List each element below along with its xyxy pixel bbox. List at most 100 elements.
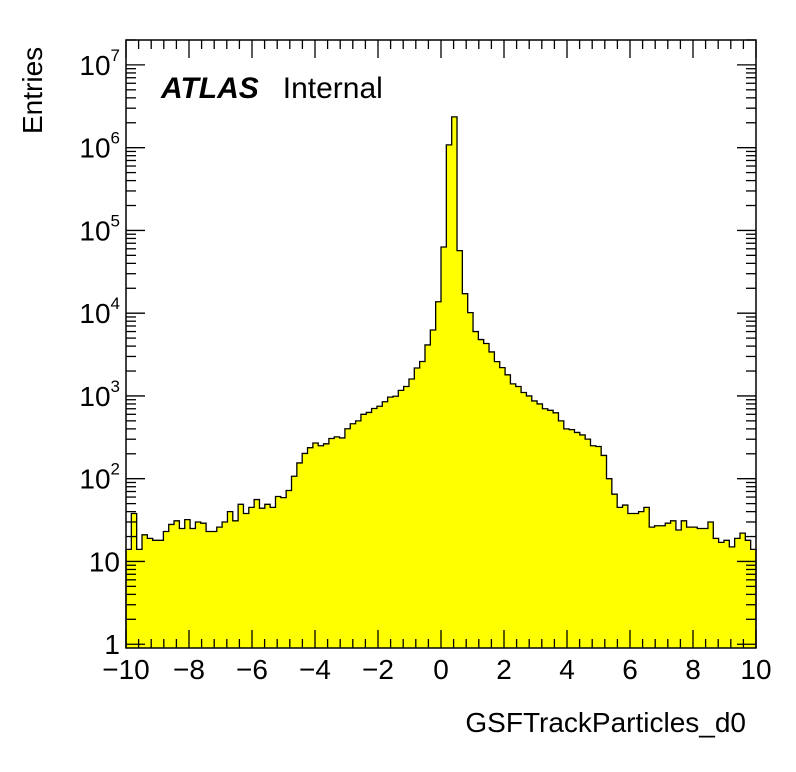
histogram-bin <box>601 455 608 648</box>
histogram-bin <box>697 528 704 648</box>
histogram-bin <box>227 511 234 648</box>
histogram-bin <box>606 478 613 648</box>
histogram-bin <box>200 523 207 648</box>
histogram-bin <box>312 443 319 648</box>
histogram-bin <box>563 428 570 648</box>
histogram-bin <box>494 361 501 648</box>
histogram-bin <box>291 476 298 648</box>
atlas-status-text: Internal <box>283 72 383 105</box>
histogram-bin <box>457 250 463 648</box>
x-tick-label: 0 <box>433 654 449 685</box>
histogram-bin <box>622 505 629 648</box>
histogram-bin <box>638 511 645 648</box>
histogram-bin <box>542 408 549 648</box>
histogram-bin <box>387 397 394 648</box>
histogram-bin <box>152 540 159 648</box>
histogram-bin <box>702 528 709 648</box>
histogram-bin <box>158 540 164 648</box>
histogram-bin <box>163 531 170 648</box>
x-tick-labels: −10 −8 −6 −4 −2 0 2 4 6 8 10 <box>102 654 771 685</box>
histogram-bin <box>590 445 597 648</box>
histogram-bin <box>547 410 554 648</box>
histogram-bin <box>179 528 186 648</box>
histogram-bin <box>489 351 495 648</box>
x-tick-label: 4 <box>559 654 575 685</box>
histogram-bin <box>424 344 431 648</box>
y-tick-label: 103 <box>79 377 120 412</box>
histogram-bin <box>168 524 175 648</box>
histogram-bin <box>206 531 212 648</box>
atlas-logo-text: ATLAS <box>160 72 259 105</box>
histogram-outline <box>125 116 757 648</box>
histogram-bin <box>713 538 720 648</box>
histogram-bin <box>184 519 191 648</box>
histogram-bin <box>526 395 533 648</box>
histogram-bin <box>243 513 250 648</box>
y-tick-label: 102 <box>79 460 120 495</box>
histogram-bin <box>318 445 325 648</box>
histogram-bin <box>355 420 362 648</box>
histogram-bin <box>195 521 202 648</box>
histogram-bin <box>339 437 346 648</box>
histogram-bin <box>633 513 640 648</box>
histogram-bin <box>392 396 399 648</box>
atlas-label: ATLAS Internal <box>160 72 383 105</box>
histogram-bin <box>211 531 218 648</box>
histogram-bin <box>419 361 426 648</box>
histogram-bin <box>259 508 266 648</box>
x-tick-label: −8 <box>173 654 205 685</box>
histogram-bin <box>569 429 575 648</box>
x-axis-title: GSFTrackParticles_d0 <box>465 707 746 738</box>
histogram-bin <box>627 513 634 648</box>
histogram-bin <box>451 116 458 648</box>
histogram-bin <box>334 436 341 648</box>
histogram-bin <box>675 529 682 648</box>
y-tick-label: 1 <box>104 629 120 660</box>
histogram-bin <box>483 343 490 648</box>
histogram-bin <box>553 412 559 648</box>
histogram-bin <box>707 521 714 648</box>
histogram-bin <box>467 312 474 648</box>
histogram-bin <box>254 499 260 648</box>
histogram-bin <box>521 392 527 648</box>
histogram-bin <box>238 504 244 648</box>
histogram-bin <box>595 446 602 648</box>
histogram-bin <box>723 540 730 648</box>
histogram-bin <box>344 428 351 648</box>
x-tick-label: −2 <box>362 654 394 685</box>
histogram-bin <box>654 525 661 648</box>
histogram-bin <box>403 386 410 648</box>
y-tick-label: 104 <box>79 294 120 329</box>
histogram-bin <box>414 368 421 648</box>
histogram-bin <box>750 549 757 648</box>
histogram-bin <box>286 490 293 648</box>
histogram-bin <box>462 293 469 648</box>
histogram-bin <box>574 432 581 648</box>
histogram-bin <box>248 507 255 648</box>
x-tick-label: −4 <box>299 654 331 685</box>
histogram-bin <box>280 497 287 648</box>
histogram-bin <box>136 549 143 648</box>
histogram-bin <box>665 523 672 648</box>
histogram-bin <box>478 339 485 648</box>
histogram-bin <box>729 546 736 648</box>
histogram-bin <box>174 520 180 648</box>
histogram-bin <box>350 423 357 648</box>
histogram-bin <box>686 527 693 648</box>
histogram-bin <box>232 520 239 648</box>
histogram-bin <box>579 434 586 648</box>
histogram-bin <box>408 379 415 648</box>
histogram-bin <box>670 520 677 648</box>
histogram-bin <box>147 538 154 648</box>
histogram-bin <box>376 406 383 648</box>
histogram-bin <box>510 383 517 648</box>
x-tick-label: 6 <box>622 654 638 685</box>
histogram-bin <box>328 438 335 648</box>
x-tick-label: 10 <box>740 654 771 685</box>
histogram-bin <box>307 447 314 648</box>
histogram-bin <box>585 439 591 648</box>
histogram-bin <box>611 494 618 648</box>
histogram-bin <box>296 462 303 648</box>
histogram-bin <box>691 527 698 648</box>
histogram-bin <box>270 507 276 648</box>
